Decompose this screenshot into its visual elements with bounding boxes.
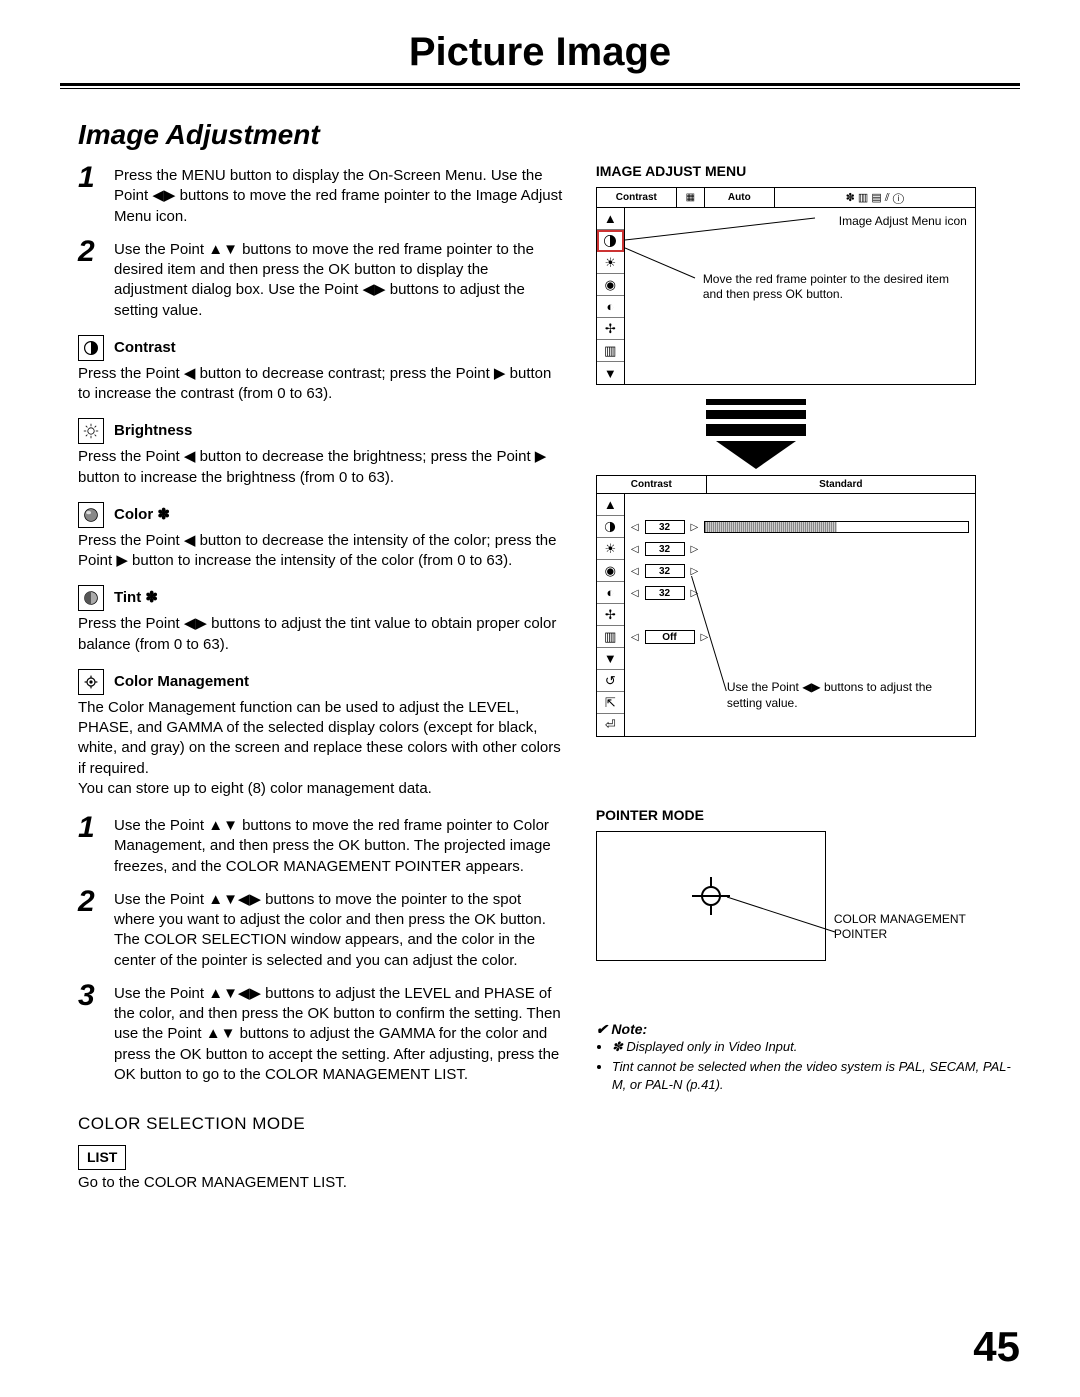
- val-row: ◁32▷: [625, 582, 975, 604]
- temp-icon: ▥: [597, 626, 624, 648]
- arrow-up-icon: ▲: [597, 494, 624, 516]
- note-item: Tint cannot be selected when the video s…: [612, 1058, 1020, 1094]
- store-icon: ⇱: [597, 692, 624, 714]
- val-row: ◁32▷: [625, 538, 975, 560]
- pointer-mode-head: POINTER MODE: [596, 807, 1020, 823]
- contrast-icon: [597, 516, 624, 538]
- color-mgmt-icon: ✢: [597, 318, 624, 340]
- slider: [704, 521, 969, 533]
- param-name: Color Management: [114, 672, 249, 692]
- color-selection-head: COLOR SELECTION MODE: [78, 1113, 566, 1136]
- val-row: ◁Off▷: [625, 626, 975, 648]
- param-color-mgmt: Color Management: [78, 669, 566, 695]
- annot-adjust: Use the Point ◀▶ buttons to adjust the s…: [727, 680, 957, 711]
- menu-toolbar-icons: ✽ ▥ ▤ ⫽ ⓘ: [775, 188, 975, 207]
- annot-pointer: Move the red frame pointer to the desire…: [703, 272, 967, 303]
- adjust-icon-col: ▲ ☀ ◉ ◐ ✢ ▥ ▼ ↺ ⇱ ⏎: [597, 494, 625, 736]
- tint-icon: ◐: [597, 296, 624, 318]
- arrow-down-icon: ▼: [597, 362, 624, 384]
- menu-icon-col: ▲ ☀ ◉ ◐ ✢ ▥ ▼: [597, 208, 625, 384]
- right-column: IMAGE ADJUST MENU Contrast ▦ Auto ✽ ▥ ▤ …: [596, 163, 1020, 1193]
- annot-pointer-mode: COLOR MANAGEMENT POINTER: [834, 912, 984, 943]
- contrast-icon: [597, 230, 624, 252]
- color-icon: [78, 502, 104, 528]
- step-2: 2 Use the Point ▲▼ buttons to move the r…: [78, 237, 566, 321]
- list-text: Go to the COLOR MANAGEMENT LIST.: [78, 1173, 566, 1193]
- step-number: 3: [78, 981, 100, 1085]
- param-desc: Press the Point ◀▶ buttons to adjust the…: [78, 614, 566, 655]
- tint-icon: ◐: [597, 582, 624, 604]
- param-contrast: Contrast: [78, 335, 566, 361]
- param-desc: Press the Point ◀ button to decrease the…: [78, 447, 566, 488]
- param-desc: The Color Management function can be use…: [78, 698, 566, 779]
- color-mgmt-icon: ✢: [597, 604, 624, 626]
- val-box: 32: [645, 586, 685, 600]
- step-text: Use the Point ▲▼◀▶ buttons to adjust the…: [114, 981, 566, 1085]
- val-box: 32: [645, 542, 685, 556]
- pointer-box: [596, 831, 826, 961]
- adjust-panel: Contrast Standard ▲ ☀ ◉ ◐ ✢ ▥ ▼ ↺ ⇱ ⏎: [596, 475, 976, 737]
- step-text: Use the Point ▲▼ buttons to move the red…: [114, 813, 566, 877]
- step-text: Use the Point ▲▼ buttons to move the red…: [114, 237, 566, 321]
- val-box: 32: [645, 520, 685, 534]
- tint-icon: [78, 585, 104, 611]
- menu-panel: Contrast ▦ Auto ✽ ▥ ▤ ⫽ ⓘ ▲ ☀ ◉ ◐ ✢ ▥ ▼ …: [596, 187, 976, 385]
- param-desc: You can store up to eight (8) color mana…: [78, 779, 566, 799]
- val-box: Off: [645, 630, 695, 644]
- menu-spacer-icon: ▦: [677, 188, 705, 207]
- param-name: Tint ✽: [114, 588, 158, 608]
- param-color: Color ✽: [78, 502, 566, 528]
- adjust-label: Contrast: [597, 476, 707, 493]
- image-adjust-menu-head: IMAGE ADJUST MENU: [596, 163, 1020, 179]
- annot-menu-icon: Image Adjust Menu icon: [633, 214, 967, 230]
- menu-mode: Auto: [705, 188, 775, 207]
- step-1: 1 Press the MENU button to display the O…: [78, 163, 566, 227]
- list-label: LIST: [78, 1145, 126, 1170]
- brightness-icon: ☀: [597, 252, 624, 274]
- crosshair-icon: [696, 881, 726, 911]
- step-cm-3: 3 Use the Point ▲▼◀▶ buttons to adjust t…: [78, 981, 566, 1085]
- quit-icon: ⏎: [597, 714, 624, 736]
- step-number: 1: [78, 813, 100, 877]
- param-name: Contrast: [114, 338, 176, 358]
- rule-thick: [60, 83, 1020, 86]
- arrow-up-icon: ▲: [597, 208, 624, 230]
- left-column: 1 Press the MENU button to display the O…: [78, 163, 566, 1193]
- param-desc: Press the Point ◀ button to decrease the…: [78, 531, 566, 572]
- adjust-mode: Standard: [707, 476, 975, 493]
- param-tint: Tint ✽: [78, 585, 566, 611]
- val-row: ◁32▷: [625, 516, 975, 538]
- step-text: Press the MENU button to display the On-…: [114, 163, 566, 227]
- step-number: 2: [78, 887, 100, 971]
- color-mgmt-icon: [78, 669, 104, 695]
- page-title: Picture Image: [0, 0, 1080, 83]
- page-number: 45: [973, 1323, 1020, 1371]
- val-box: 32: [645, 564, 685, 578]
- reset-icon: ↺: [597, 670, 624, 692]
- param-brightness: Brightness: [78, 418, 566, 444]
- rule-thin: [60, 88, 1020, 89]
- step-text: Use the Point ▲▼◀▶ buttons to move the p…: [114, 887, 566, 971]
- brightness-icon: ☀: [597, 538, 624, 560]
- param-name: Color ✽: [114, 505, 170, 525]
- step-cm-1: 1 Use the Point ▲▼ buttons to move the r…: [78, 813, 566, 877]
- note-head: ✔ Note:: [596, 1021, 1020, 1038]
- contrast-icon: [78, 335, 104, 361]
- menu-label: Contrast: [597, 188, 677, 207]
- val-row: ◁32▷: [625, 560, 975, 582]
- color-icon: ◉: [597, 274, 624, 296]
- step-number: 1: [78, 163, 100, 227]
- note-list: ✽ Displayed only in Video Input. Tint ca…: [596, 1038, 1020, 1095]
- section-title: Image Adjustment: [78, 119, 1080, 151]
- temp-icon: ▥: [597, 340, 624, 362]
- step-cm-2: 2 Use the Point ▲▼◀▶ buttons to move the…: [78, 887, 566, 971]
- step-number: 2: [78, 237, 100, 321]
- param-desc: Press the Point ◀ button to decrease con…: [78, 364, 566, 405]
- param-name: Brightness: [114, 421, 192, 441]
- down-arrow-icon: [716, 441, 796, 469]
- note-item: ✽ Displayed only in Video Input.: [612, 1038, 1020, 1056]
- arrow-down-icon: ▼: [597, 648, 624, 670]
- color-icon: ◉: [597, 560, 624, 582]
- brightness-icon: [78, 418, 104, 444]
